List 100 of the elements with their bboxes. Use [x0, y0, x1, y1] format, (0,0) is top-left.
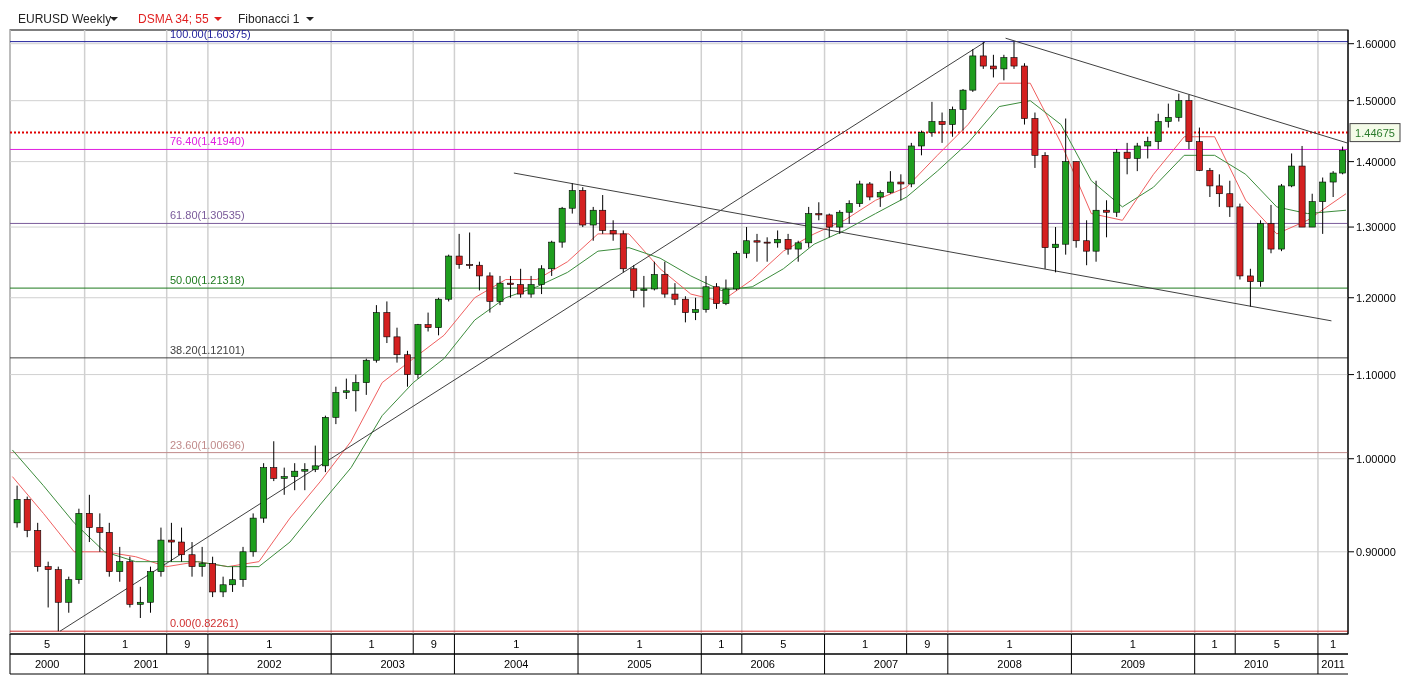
candlestick	[928, 101, 936, 138]
y-tick-label: 1.20000	[1356, 291, 1396, 304]
candlestick	[280, 467, 288, 496]
candlestick	[65, 576, 73, 614]
y-tick-label: 1.40000	[1356, 155, 1396, 168]
x2-tick-label: 9	[184, 638, 191, 650]
candlestick	[1133, 142, 1141, 172]
candlestick	[794, 240, 802, 263]
candlestick	[918, 130, 925, 156]
candlestick	[1226, 180, 1234, 218]
candlestick	[507, 275, 514, 299]
candlestick	[496, 275, 504, 306]
x-tick-label: 2010	[1243, 658, 1269, 670]
x2-tick-label: 1	[266, 638, 273, 650]
x2-tick-label: 1	[368, 638, 375, 650]
candlestick	[1000, 54, 1008, 81]
candlestick	[393, 327, 401, 364]
x2-tick-label: 9	[430, 638, 437, 650]
candlestick	[763, 236, 771, 263]
candlestick	[1175, 93, 1183, 123]
candlestick	[1123, 142, 1131, 175]
candlestick	[1319, 177, 1327, 235]
candlestick	[85, 494, 93, 543]
y-tick-label: 1.10000	[1356, 368, 1396, 381]
x2-tick-label: 5	[44, 638, 51, 650]
candlestick	[784, 233, 792, 256]
candlestick	[897, 173, 905, 201]
x-tick-label: 2011	[1321, 658, 1345, 670]
candlestick	[1052, 226, 1059, 273]
chart-title: EURUSD Weekly	[18, 12, 112, 26]
ref-line-label: 23.60(1.00696)	[170, 438, 245, 451]
candlestick	[517, 268, 524, 299]
x2-tick-label: 5	[1273, 638, 1280, 650]
text: DSMA 34; 55	[138, 12, 210, 26]
ref-line-label: 61.80(1.30535)	[170, 209, 245, 222]
candlestick	[1164, 103, 1172, 129]
candlestick	[1288, 152, 1295, 188]
candlestick	[270, 440, 278, 482]
x2-tick-label: 1	[1006, 638, 1013, 650]
candlestick	[44, 561, 52, 608]
x2-tick-label: 1	[122, 638, 129, 650]
candlestick	[990, 54, 997, 78]
candlestick	[342, 378, 350, 400]
x2-tick-label: 9	[924, 638, 931, 650]
candlestick	[682, 295, 689, 323]
candlestick	[198, 546, 206, 578]
candlestick	[96, 512, 104, 553]
ref-line-label: 38.20(1.12101)	[170, 343, 245, 356]
candlestick	[1215, 173, 1223, 208]
candlestick	[866, 181, 874, 201]
candlestick	[661, 261, 669, 299]
candlestick	[979, 41, 987, 70]
candlestick	[630, 264, 638, 299]
candlestick	[538, 264, 545, 295]
candlestick	[168, 522, 175, 563]
candlestick	[229, 566, 236, 593]
x2-tick-label: 1	[1330, 638, 1337, 650]
x2-tick-label: 1	[513, 638, 520, 650]
candlestick	[291, 462, 299, 491]
candlestick	[1329, 170, 1337, 198]
candlestick	[1083, 219, 1090, 266]
y-tick-label: 1.50000	[1356, 94, 1396, 107]
x-tick-label: 2003	[380, 658, 405, 670]
x-tick-label: 2009	[1120, 658, 1146, 670]
candlestick	[640, 275, 648, 308]
candlestick	[815, 201, 823, 221]
candlestick	[188, 541, 196, 578]
candlestick	[352, 374, 360, 412]
candlestick	[219, 576, 227, 598]
candlestick	[650, 261, 658, 291]
candlestick	[722, 279, 730, 306]
candlestick	[753, 233, 761, 263]
ref-line-label: 100.00(1.60375)	[170, 27, 251, 40]
candlestick	[589, 206, 597, 242]
candlestick	[959, 88, 967, 132]
candlestick	[136, 586, 144, 619]
x2-tick-label: 5	[780, 638, 787, 650]
ref-line-label: 0.00(0.82261)	[170, 617, 239, 630]
x-tick-label: 2005	[627, 658, 652, 670]
candlestick	[301, 462, 309, 491]
candlestick	[1103, 199, 1110, 238]
candlestick	[476, 261, 483, 291]
ref-line-label: 76.40(1.41940)	[170, 135, 245, 148]
ref-line-label: 1.44675	[1355, 126, 1395, 139]
x-tick-label: 2001	[133, 658, 159, 670]
candlestick	[455, 233, 463, 270]
x2-tick-label: 1	[862, 638, 869, 650]
x-tick-label: 2002	[257, 658, 282, 670]
ref-line-label: 50.00(1.21318)	[170, 274, 245, 287]
candlestick	[887, 170, 894, 195]
candlestick	[311, 445, 319, 473]
candlestick	[599, 194, 607, 235]
candlestick	[938, 112, 946, 144]
candlestick	[1144, 136, 1152, 159]
candlestick	[1154, 113, 1162, 150]
candlestick	[362, 358, 370, 396]
x-tick-label: 2004	[503, 658, 529, 670]
candlestick	[609, 219, 617, 242]
y-tick-label: 1.30000	[1356, 221, 1396, 234]
candlestick	[424, 312, 432, 332]
